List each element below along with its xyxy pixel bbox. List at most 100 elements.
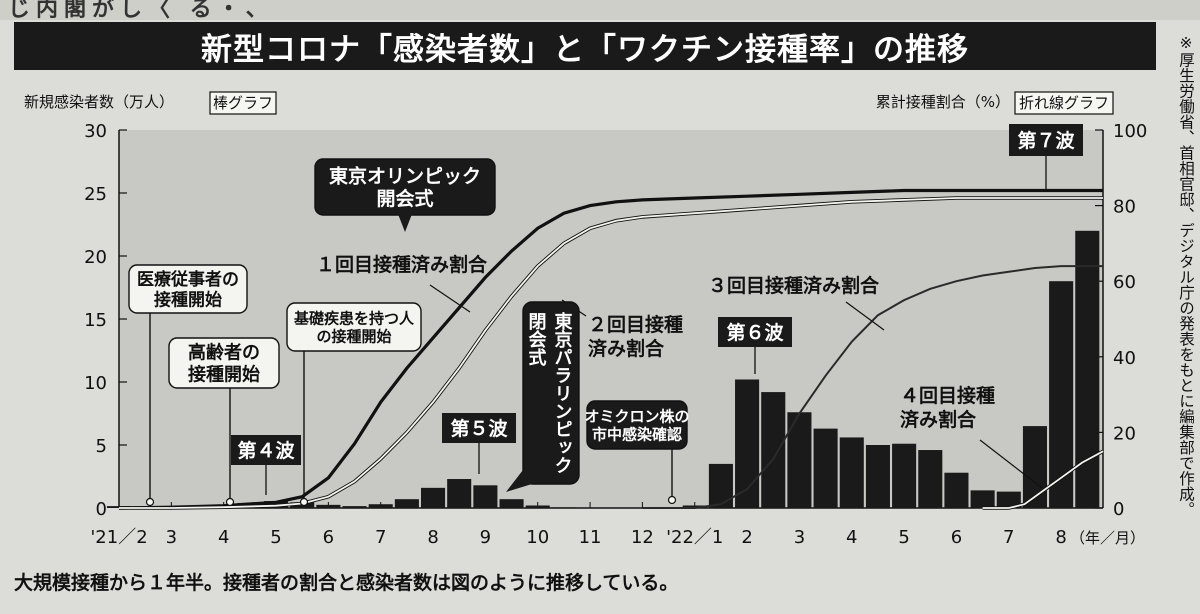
- bar: [761, 392, 786, 508]
- x-tick-label: 12: [631, 527, 654, 548]
- x-tick-label: 7: [1003, 527, 1014, 548]
- right-axis-label: 累計接種割合（%）: [876, 93, 1010, 111]
- x-tick-label: 11: [579, 527, 602, 548]
- left-tick-label: 0: [96, 499, 107, 520]
- callout-medical-box: [128, 264, 248, 314]
- x-tick-label: 8: [427, 527, 438, 548]
- bar: [944, 472, 969, 508]
- callout-omicron-box: [586, 400, 688, 450]
- left-tick-label: 25: [84, 184, 107, 205]
- top-fragment-text: じ内閣がし〈 る・、: [8, 0, 274, 22]
- left-tick-label: 30: [84, 121, 107, 142]
- left-tick-label: 20: [84, 247, 107, 268]
- x-tick-label: 10: [526, 527, 549, 548]
- x-tick-label: 5: [898, 527, 909, 548]
- line-label-dose2: 済み割合: [588, 337, 665, 360]
- right-tick-label: 0: [1113, 499, 1124, 520]
- right-tick-label: 60: [1113, 272, 1136, 293]
- bar: [735, 379, 760, 508]
- callout-olympics-line: 開会式: [376, 187, 433, 210]
- bar: [918, 450, 943, 508]
- x-tick-label: 4: [218, 527, 229, 548]
- callout-underlying-marker: [299, 497, 309, 507]
- chart-title: 新型コロナ「感染者数」と「ワクチン接種率」の推移: [14, 22, 1156, 70]
- callout-elderly-line: 高齢者の: [188, 342, 260, 364]
- x-tick-label: 7: [375, 527, 386, 548]
- callout-elderly-marker: [225, 497, 235, 507]
- callout-elderly-box: [168, 337, 280, 389]
- bar: [813, 428, 838, 508]
- leader-dose3: [845, 301, 885, 331]
- bar: [970, 490, 995, 508]
- line-dose1: [118, 188, 1103, 510]
- x-tick-label: 8: [1055, 527, 1066, 548]
- bar: [473, 485, 498, 508]
- bar: [421, 487, 446, 508]
- x-tick-label: 9: [480, 527, 491, 548]
- wave-wave5: 第５波: [442, 413, 516, 474]
- line-dose3: [642, 265, 1103, 509]
- wave-wave6: 第６波: [718, 317, 792, 374]
- left-legend-label: 棒グラフ: [213, 94, 273, 112]
- x-tick-label: '22／1: [666, 527, 723, 548]
- callout-medical-line: 医療従事者の: [137, 269, 239, 290]
- line-label-dose3: ３回目接種済み割合: [708, 274, 880, 297]
- callout-paralympics-line: 閉会式: [526, 312, 547, 367]
- callout-medical-line: 接種開始: [154, 289, 222, 310]
- callout-olympics-line: 東京オリンピック: [329, 164, 481, 187]
- line-label-dose1: １回目接種済み割合: [316, 253, 488, 276]
- wave-wave7-box: [1009, 124, 1083, 156]
- callout-paralympics-box: [522, 301, 580, 485]
- bar: [865, 445, 890, 508]
- callout-paralympics-pointer: [506, 470, 532, 492]
- bar: [892, 443, 917, 508]
- right-tick-label: 80: [1113, 197, 1136, 218]
- wave-wave4-label: 第４波: [237, 439, 295, 462]
- wave-wave6-box: [718, 317, 792, 347]
- callout-elderly-line: 接種開始: [188, 363, 260, 385]
- callout-underlying-line: 基礎疾患を持つ人: [293, 309, 415, 327]
- bar: [996, 491, 1021, 508]
- source-note: ※厚生労働省、首相官邸、デジタル庁の発表をもとに編集部で作成。: [1177, 34, 1195, 517]
- x-tick-label: 5: [270, 527, 281, 548]
- callout-olympics-pointer: [398, 214, 412, 232]
- bar: [682, 505, 707, 508]
- bar: [1022, 426, 1047, 508]
- callout-underlying-line: の接種開始: [316, 327, 391, 345]
- callout-omicron-marker: [667, 495, 677, 505]
- bar: [1049, 281, 1074, 508]
- x-tick-label: 3: [794, 527, 805, 548]
- left-tick-label: 5: [96, 436, 107, 457]
- left-legend-box: [209, 91, 277, 115]
- callout-medical-marker: [145, 497, 155, 507]
- bar: [447, 479, 472, 508]
- left-axis-label: 新規感染者数（万人）: [24, 93, 174, 111]
- bar: [342, 506, 367, 508]
- callout-omicron-line: 市中感染確認: [592, 425, 682, 443]
- x-tick-label: 2: [741, 527, 752, 548]
- bar: [839, 437, 864, 508]
- line-dose4: [982, 450, 1104, 509]
- x-axis-unit: （年／月）: [1070, 529, 1145, 547]
- wave-wave6-label: 第６波: [726, 321, 784, 344]
- right-tick-label: 100: [1113, 121, 1147, 142]
- x-tick-label: 3: [166, 527, 177, 548]
- wave-wave4-box: [231, 435, 301, 465]
- right-tick-label: 20: [1113, 423, 1136, 444]
- top-strip: じ内閣がし〈 る・、: [0, 0, 1200, 22]
- bar: [316, 504, 341, 508]
- line-label-dose4: ４回目接種: [900, 385, 995, 407]
- leader-dose1: [429, 284, 471, 313]
- line-label-dose4: 済み割合: [900, 408, 977, 431]
- x-tick-label: 6: [323, 527, 334, 548]
- leader-dose4: [979, 439, 1043, 489]
- bar: [394, 499, 419, 508]
- wave-wave7-label: 第７波: [1017, 129, 1075, 152]
- bar: [525, 505, 550, 508]
- x-tick-label: 6: [951, 527, 962, 548]
- callout-paralympics-line: 東京パラリンピック: [552, 311, 573, 474]
